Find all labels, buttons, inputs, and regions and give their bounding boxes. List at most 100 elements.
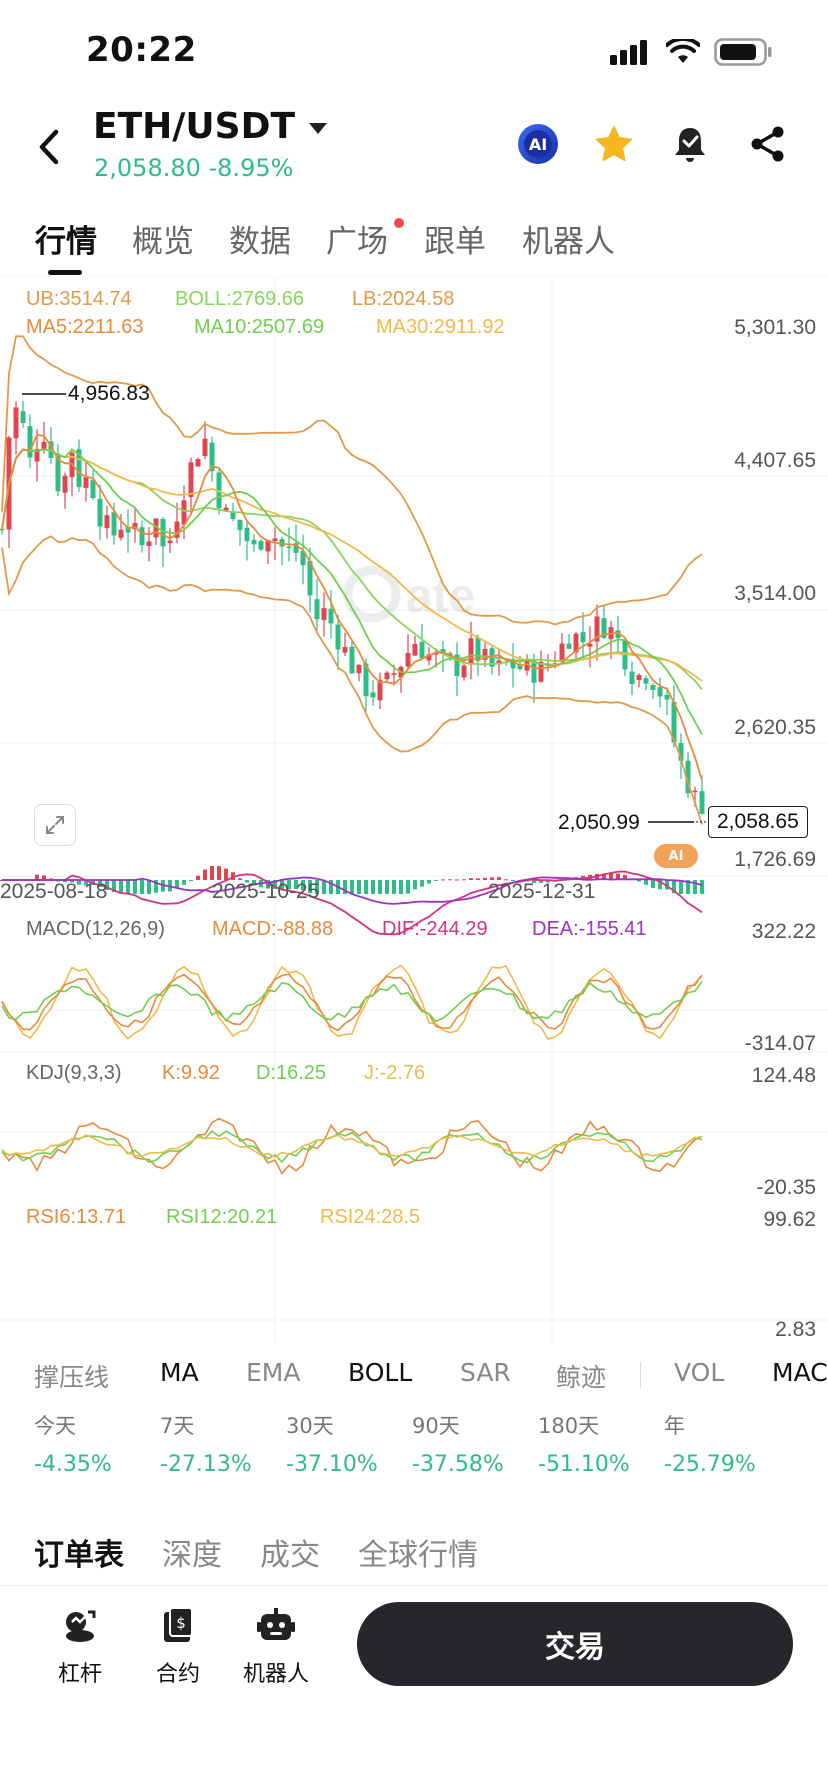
candle-body <box>104 515 110 529</box>
active-tab-indicator <box>48 270 82 275</box>
contract-button[interactable]: $ 合约 <box>138 1604 218 1688</box>
tab-market[interactable]: 行情 <box>35 224 97 260</box>
tab-overview[interactable]: 概览 <box>132 224 194 260</box>
candle-body <box>405 653 411 667</box>
candle-body <box>286 546 292 549</box>
tab-copy-trading[interactable]: 跟单 <box>424 224 486 260</box>
ind-tab-support-resistance[interactable]: 撑压线 <box>34 1363 110 1392</box>
ind-tab-vol[interactable]: VOL <box>674 1358 725 1387</box>
ind-tab-boll[interactable]: BOLL <box>348 1358 413 1387</box>
notification-dot <box>394 218 404 228</box>
macd-histogram-bar <box>350 880 354 894</box>
tab-square[interactable]: 广场 <box>326 224 388 260</box>
candle-body <box>538 661 544 682</box>
price-axis-label: 1,726.69 <box>734 848 816 871</box>
price-axis-label: 3,514.00 <box>734 582 816 605</box>
kdj-k: K:9.92 <box>162 1062 220 1084</box>
contract-icon: $ <box>164 1607 193 1642</box>
ai-assistant-button[interactable]: AI <box>516 122 560 166</box>
gate-watermark: ate <box>343 565 475 623</box>
tab-depth[interactable]: 深度 <box>162 1538 222 1573</box>
candle-body <box>146 541 152 547</box>
macd-histogram-bar <box>399 880 403 894</box>
macd-histogram-bar <box>98 880 102 887</box>
candle-body <box>279 539 285 547</box>
macd-histogram-bar <box>42 875 46 880</box>
candle-body <box>440 649 446 653</box>
macd-histogram-bar <box>665 880 669 890</box>
macd-histogram-bar <box>378 880 382 894</box>
candle-body <box>202 438 208 457</box>
ind-tab-ma[interactable]: MA <box>160 1358 199 1387</box>
ind-tab-macd[interactable]: MAC <box>772 1358 828 1387</box>
macd-histogram-bar <box>294 880 298 889</box>
macd-histogram-bar <box>441 879 445 881</box>
ind-tab-sar[interactable]: SAR <box>460 1358 511 1387</box>
perf-value: -51.10% <box>538 1452 630 1477</box>
macd-histogram-bar <box>448 879 452 881</box>
candle-body <box>251 539 257 545</box>
boll-lower-line <box>1 535 703 825</box>
macd-histogram-bar <box>385 880 389 894</box>
cellular-signal-icon <box>610 40 647 65</box>
tab-trades[interactable]: 成交 <box>260 1538 320 1573</box>
candle-body <box>62 475 68 493</box>
macd-histogram-bar <box>651 880 655 888</box>
macd-histogram-bar <box>658 880 662 890</box>
macd-histogram-bar <box>420 880 424 887</box>
macd-histogram-bar <box>252 880 256 885</box>
macd-histogram-bar <box>686 880 690 894</box>
macd-dif: DIF:-244.29 <box>382 918 488 940</box>
ind-tab-whale[interactable]: 鲸迹 <box>556 1363 607 1392</box>
bell-icon <box>675 128 705 162</box>
leverage-button[interactable]: 杠杆 <box>40 1604 120 1688</box>
bot-label: 机器人 <box>242 1662 309 1687</box>
macd-histogram-bar <box>217 866 221 880</box>
share-button[interactable] <box>746 122 790 166</box>
date-label: 2025-08-18 <box>0 880 108 903</box>
macd-histogram-bar <box>392 880 396 894</box>
star-icon <box>596 126 632 161</box>
perf-value: -37.58% <box>412 1452 504 1477</box>
ai-analysis-badge[interactable]: AI <box>654 844 698 868</box>
macd-dea: DEA:-155.41 <box>532 918 647 940</box>
candle-body <box>580 632 586 643</box>
ind-tab-ema[interactable]: EMA <box>246 1358 301 1387</box>
pair-selector[interactable]: ETH/USDT <box>93 106 328 147</box>
candle-body <box>601 618 607 639</box>
macd-histogram-bar <box>70 880 74 883</box>
tab-data[interactable]: 数据 <box>229 224 291 260</box>
candle-body <box>419 641 425 659</box>
tab-global-market[interactable]: 全球行情 <box>358 1538 478 1573</box>
macd-histogram-bar <box>511 880 515 881</box>
kdj-axis-label: 124.48 <box>751 1064 816 1087</box>
candle-body <box>97 498 103 527</box>
tab-bots[interactable]: 机器人 <box>522 224 615 260</box>
price-alert-button[interactable] <box>668 122 712 166</box>
candle-body <box>300 551 306 566</box>
leverage-label: 杠杆 <box>57 1662 102 1687</box>
chart-area[interactable]: ate UB:3514.74 BOLL:2769.66 LB:2024.58 M… <box>0 276 828 1342</box>
candle-body <box>20 411 26 424</box>
rsi6-line <box>1 1117 703 1176</box>
macd-histogram-bar <box>245 880 249 883</box>
trade-button[interactable]: 交易 <box>357 1602 793 1686</box>
candle-body <box>699 791 705 814</box>
macd-histogram-bar <box>427 880 431 884</box>
status-time: 20:22 <box>86 30 197 70</box>
kline-chart[interactable]: ate <box>0 276 828 1342</box>
fullscreen-button[interactable] <box>34 804 76 846</box>
tab-order-book[interactable]: 订单表 <box>34 1538 124 1573</box>
macd-value: MACD:-88.88 <box>212 918 334 940</box>
candle-body <box>454 654 460 677</box>
macd-histogram-bar <box>266 880 270 889</box>
macd-title: MACD(12,26,9) <box>26 918 165 940</box>
perf-label: 7天 <box>160 1414 195 1438</box>
back-arrow-icon[interactable] <box>30 122 70 172</box>
candle-body <box>594 616 600 642</box>
kdj-k-line <box>1 973 703 1032</box>
macd-histogram-bar <box>357 880 361 894</box>
bot-button[interactable]: 机器人 <box>236 1604 316 1688</box>
favorite-button[interactable] <box>592 122 636 166</box>
macd-histogram-bar <box>84 880 88 886</box>
